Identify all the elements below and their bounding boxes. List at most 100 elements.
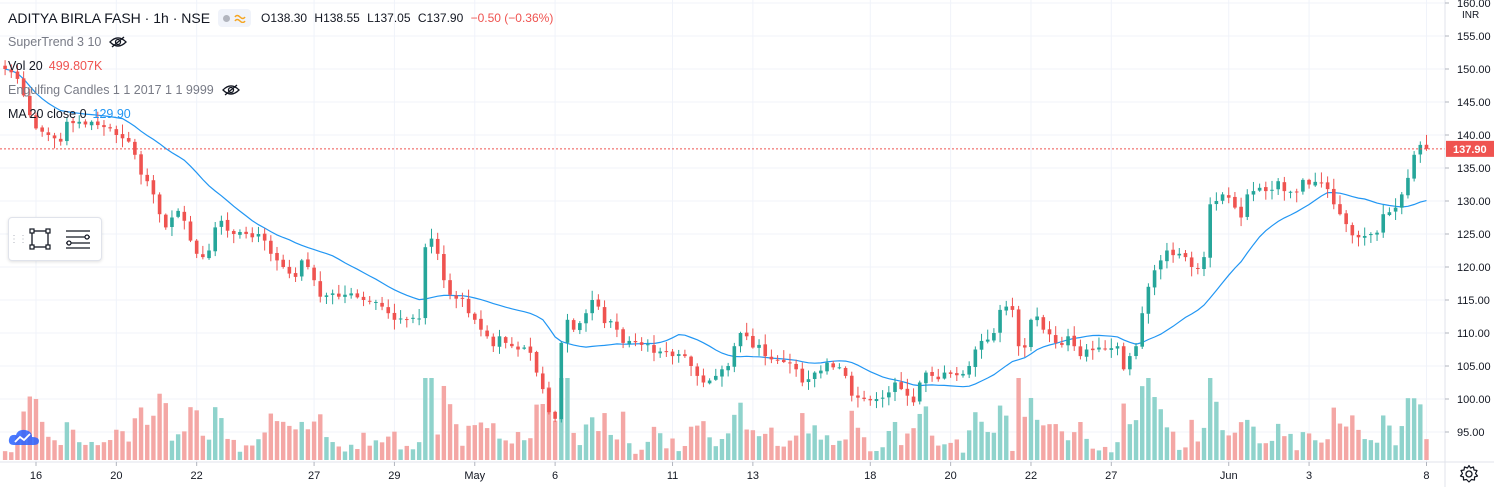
price-tick-label: 110.00	[1457, 328, 1490, 340]
volume-bar	[1053, 424, 1058, 460]
time-tick-label: 13	[747, 470, 759, 482]
candle-body	[701, 375, 706, 383]
chart-legend: ADITYA BIRLA FASH · 1h · NSE O138.30 H13…	[8, 6, 553, 126]
candle-body	[1356, 234, 1361, 238]
candle-body	[1362, 235, 1367, 238]
candle-body	[1035, 316, 1039, 321]
volume-bar	[898, 445, 904, 460]
low-value: L137.05	[367, 11, 411, 25]
volume-bar	[120, 431, 125, 460]
candle-body	[1350, 225, 1355, 236]
volume-bar	[52, 440, 57, 460]
volume-bar	[973, 412, 978, 460]
volume-value: 499.807K	[48, 59, 103, 73]
candle-body	[114, 129, 119, 135]
candle-body	[479, 318, 483, 330]
candle-body	[1121, 346, 1126, 370]
candle-body	[1214, 201, 1219, 205]
candle-body	[658, 351, 662, 354]
volume-bar	[966, 430, 972, 460]
candle-body	[170, 217, 174, 228]
symbol-title[interactable]: ADITYA BIRLA FASH · 1h · NSE	[8, 10, 211, 26]
candle-body	[973, 349, 978, 367]
candle-body	[676, 354, 681, 356]
engulfing-row[interactable]: Engulfing Candles 1 1 2017 1 1 9999	[8, 78, 553, 102]
candle-body	[738, 333, 743, 347]
volume-bar	[812, 425, 817, 460]
candle-body	[899, 382, 903, 390]
volume-bar	[379, 442, 385, 460]
volume-bar	[188, 407, 193, 460]
volume-bar	[1028, 397, 1034, 460]
volume-bar	[701, 421, 706, 460]
volume-bar	[342, 451, 348, 460]
candle-body	[1060, 343, 1064, 345]
volume-bar	[861, 437, 867, 460]
candle-body	[608, 321, 613, 323]
candle-body	[386, 307, 391, 314]
supertrend-row[interactable]: SuperTrend 3 10	[8, 30, 553, 54]
lines-tool-icon	[66, 230, 90, 249]
candle-body	[448, 280, 452, 295]
volume-bar	[256, 439, 261, 460]
drag-handle-icon[interactable]: ⋮⋮	[9, 233, 28, 245]
volume-bar	[1381, 415, 1386, 460]
candle-body	[1424, 144, 1429, 149]
volume-bar	[639, 449, 644, 460]
candle-body	[862, 397, 866, 399]
volume-bar	[1189, 419, 1194, 460]
candle-body	[163, 214, 168, 228]
candle-body	[497, 336, 502, 347]
volume-bar	[528, 438, 533, 460]
volume-bar	[688, 426, 694, 460]
drawing-toolbar[interactable]: ⋮⋮	[8, 217, 102, 261]
candle-body	[1165, 250, 1169, 262]
volume-bar	[676, 451, 681, 460]
rectangle-tool-button[interactable]	[21, 220, 59, 258]
candle-body	[930, 372, 934, 376]
gear-icon[interactable]	[1459, 464, 1479, 484]
candle-body	[219, 220, 224, 227]
volume-bar	[132, 418, 138, 460]
candle-body	[9, 69, 14, 73]
candle-body	[58, 138, 63, 142]
volume-bar	[126, 441, 131, 460]
supertrend-label: SuperTrend 3 10	[8, 35, 102, 49]
candle-body	[1078, 346, 1083, 357]
ma-row[interactable]: MA 20 close 0 129.90	[8, 102, 553, 126]
volume-bar	[936, 445, 941, 460]
volume-bar	[423, 378, 428, 460]
tradingview-cloud-icon[interactable]	[8, 428, 40, 446]
mode-toggle[interactable]	[218, 9, 252, 27]
volume-bar	[1374, 442, 1380, 460]
candle-body	[621, 329, 625, 343]
lines-tool-button[interactable]	[59, 220, 97, 258]
volume-bar	[392, 431, 397, 460]
volume-bar	[373, 440, 379, 460]
volume-bar	[1170, 431, 1176, 460]
candle-body	[225, 219, 230, 231]
volume-row[interactable]: Vol 20 499.807K	[8, 54, 553, 78]
candle-body	[534, 351, 539, 373]
volume-bar	[657, 433, 663, 460]
volume-bar	[447, 404, 453, 460]
candle-body	[1029, 319, 1033, 348]
volume-bar	[175, 434, 181, 460]
volume-bar	[1331, 407, 1336, 460]
candle-body	[887, 392, 891, 398]
eye-slash-icon[interactable]	[109, 36, 128, 48]
volume-bar	[546, 387, 552, 460]
volume-bar	[1115, 442, 1120, 460]
volume-bar	[299, 421, 304, 460]
volume-bar	[1022, 416, 1027, 460]
candle-body	[299, 260, 304, 277]
volume-bar	[287, 425, 292, 460]
candle-body	[1189, 257, 1194, 267]
candle-body	[670, 351, 675, 357]
volume-bar	[1251, 426, 1256, 460]
candle-body	[1090, 348, 1095, 351]
eye-slash-icon[interactable]	[221, 84, 240, 96]
volume-bar	[101, 442, 107, 460]
price-tick-label: 100.00	[1457, 394, 1491, 406]
